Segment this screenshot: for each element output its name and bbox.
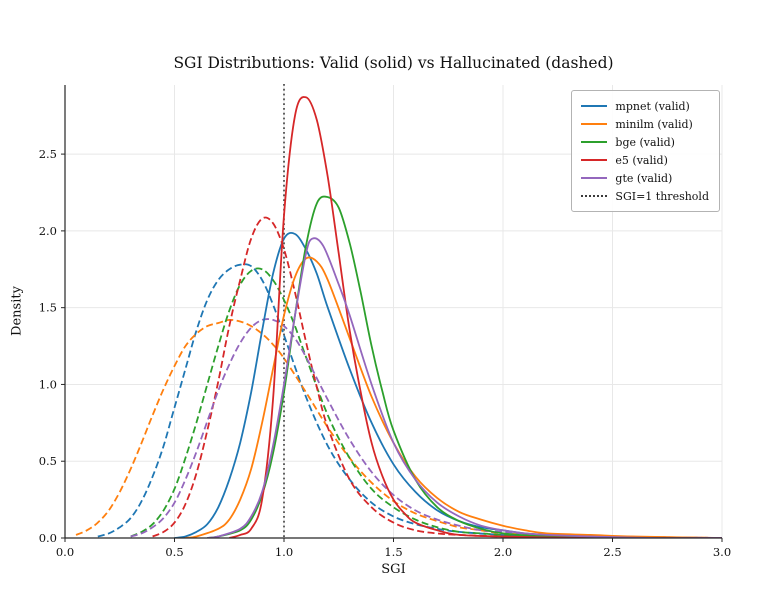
y-tick-label: 2.0 (39, 224, 57, 238)
x-tick-label: 1.5 (384, 545, 402, 559)
x-tick-label: 2.5 (603, 545, 621, 559)
legend-label: gte (valid) (615, 171, 673, 185)
x-tick-label: 3.0 (713, 545, 731, 559)
curve-minilm-valid (185, 256, 722, 539)
chart-title: SGI Distributions: Valid (solid) vs Hall… (173, 54, 614, 72)
x-tick-label: 0.5 (165, 545, 183, 559)
legend-line-sample (581, 105, 608, 107)
legend-label: minilm (valid) (615, 117, 693, 131)
legend-line-sample (581, 123, 608, 125)
legend-item: minilm (valid) (581, 116, 709, 132)
x-tick-label: 1.0 (275, 545, 293, 559)
legend-line-sample (581, 177, 608, 179)
legend-line-sample (581, 195, 608, 197)
curve-bge-hallucinated (130, 267, 722, 539)
y-tick-label: 0.0 (39, 531, 57, 545)
legend-item: e5 (valid) (581, 152, 709, 168)
y-tick-label: 1.5 (39, 301, 57, 315)
legend-label: bge (valid) (615, 135, 675, 149)
legend: mpnet (valid) minilm (valid) bge (valid) e5… (571, 90, 720, 212)
x-axis-label: SGI (381, 562, 406, 577)
x-tick-label: 2.0 (494, 545, 512, 559)
legend-item: SGI=1 threshold (581, 188, 709, 204)
curve-gte-valid (207, 237, 722, 539)
y-tick-label: 0.5 (39, 454, 57, 468)
legend-line-sample (581, 159, 608, 161)
legend-label: mpnet (valid) (615, 99, 690, 113)
legend-label: e5 (valid) (615, 153, 668, 167)
curve-mpnet-hallucinated (97, 263, 722, 539)
curve-minilm-hallucinated (75, 318, 722, 539)
legend-item: gte (valid) (581, 170, 709, 186)
legend-item: mpnet (valid) (581, 98, 709, 114)
curve-mpnet-valid (174, 232, 722, 539)
legend-item: bge (valid) (581, 134, 709, 150)
x-tick-label: 0.0 (56, 545, 74, 559)
legend-line-sample (581, 141, 608, 143)
y-tick-label: 2.5 (39, 147, 57, 161)
y-tick-label: 1.0 (39, 377, 57, 391)
curve-gte-hallucinated (130, 318, 722, 539)
legend-label: SGI=1 threshold (615, 189, 709, 203)
curve-e5-hallucinated (152, 216, 722, 539)
